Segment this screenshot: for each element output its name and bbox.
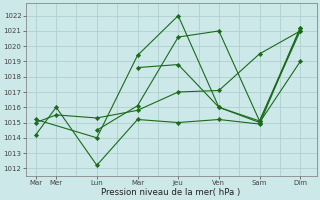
X-axis label: Pression niveau de la mer( hPa ): Pression niveau de la mer( hPa ) [101,188,241,197]
